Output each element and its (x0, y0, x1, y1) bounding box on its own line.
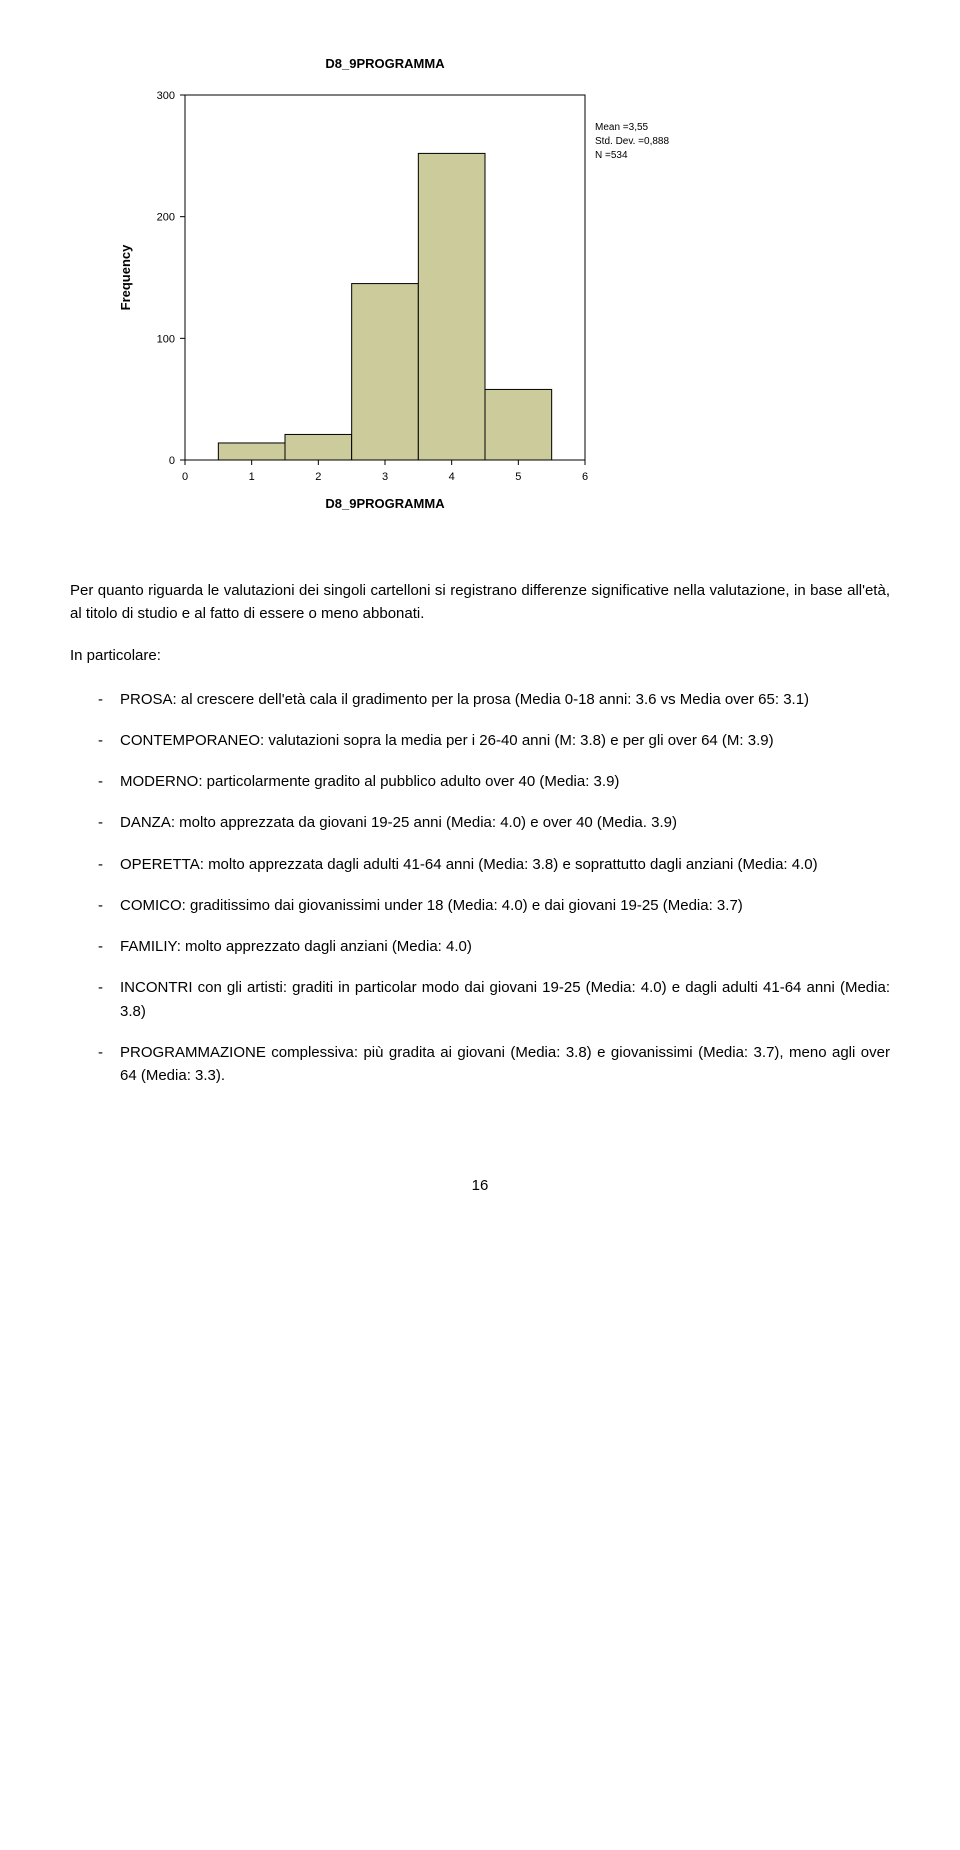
bullet-item: PROSA: al crescere dell'età cala il grad… (70, 688, 890, 711)
bullet-list: PROSA: al crescere dell'età cala il grad… (70, 688, 890, 1088)
svg-text:Std. Dev. =0,888: Std. Dev. =0,888 (595, 136, 669, 147)
svg-text:D8_9PROGRAMMA: D8_9PROGRAMMA (325, 56, 445, 71)
svg-text:6: 6 (582, 471, 588, 483)
svg-text:5: 5 (515, 471, 521, 483)
svg-text:0: 0 (182, 471, 188, 483)
svg-text:300: 300 (157, 90, 175, 102)
svg-text:0: 0 (169, 455, 175, 467)
bullet-item: CONTEMPORANEO: valutazioni sopra la medi… (70, 729, 890, 752)
svg-text:3: 3 (382, 471, 388, 483)
svg-text:2: 2 (315, 471, 321, 483)
bullet-item: INCONTRI con gli artisti: graditi in par… (70, 976, 890, 1023)
svg-text:200: 200 (157, 212, 175, 224)
chart-svg: D8_9PROGRAMMA 0 100 200 300 0 1 2 3 4 5 6 Frequency D… (100, 50, 720, 520)
svg-text:4: 4 (449, 471, 455, 483)
bullet-item: DANZA: molto apprezzata da giovani 19-25… (70, 811, 890, 834)
svg-text:Mean =3,55: Mean =3,55 (595, 122, 649, 133)
svg-text:100: 100 (157, 333, 175, 345)
lead-paragraph: In particolare: (70, 645, 890, 668)
body-text: Per quanto riguarda le valutazioni dei s… (70, 580, 890, 1087)
page-number: 16 (70, 1177, 890, 1194)
bullet-item: MODERNO: particolarmente gradito al pubb… (70, 770, 890, 793)
svg-text:D8_9PROGRAMMA: D8_9PROGRAMMA (325, 496, 445, 511)
histogram-chart: D8_9PROGRAMMA 0 100 200 300 0 1 2 3 4 5 6 Frequency D… (100, 50, 890, 520)
bullet-item: OPERETTA: molto apprezzata dagli adulti … (70, 853, 890, 876)
svg-text:Frequency: Frequency (118, 244, 133, 311)
bullet-item: COMICO: graditissimo dai giovanissimi un… (70, 894, 890, 917)
svg-text:N =534: N =534 (595, 150, 628, 161)
intro-paragraph: Per quanto riguarda le valutazioni dei s… (70, 580, 890, 625)
bullet-item: PROGRAMMAZIONE complessiva: più gradita … (70, 1041, 890, 1088)
bullet-item: FAMILIY: molto apprezzato dagli anziani … (70, 935, 890, 958)
svg-text:1: 1 (249, 471, 255, 483)
